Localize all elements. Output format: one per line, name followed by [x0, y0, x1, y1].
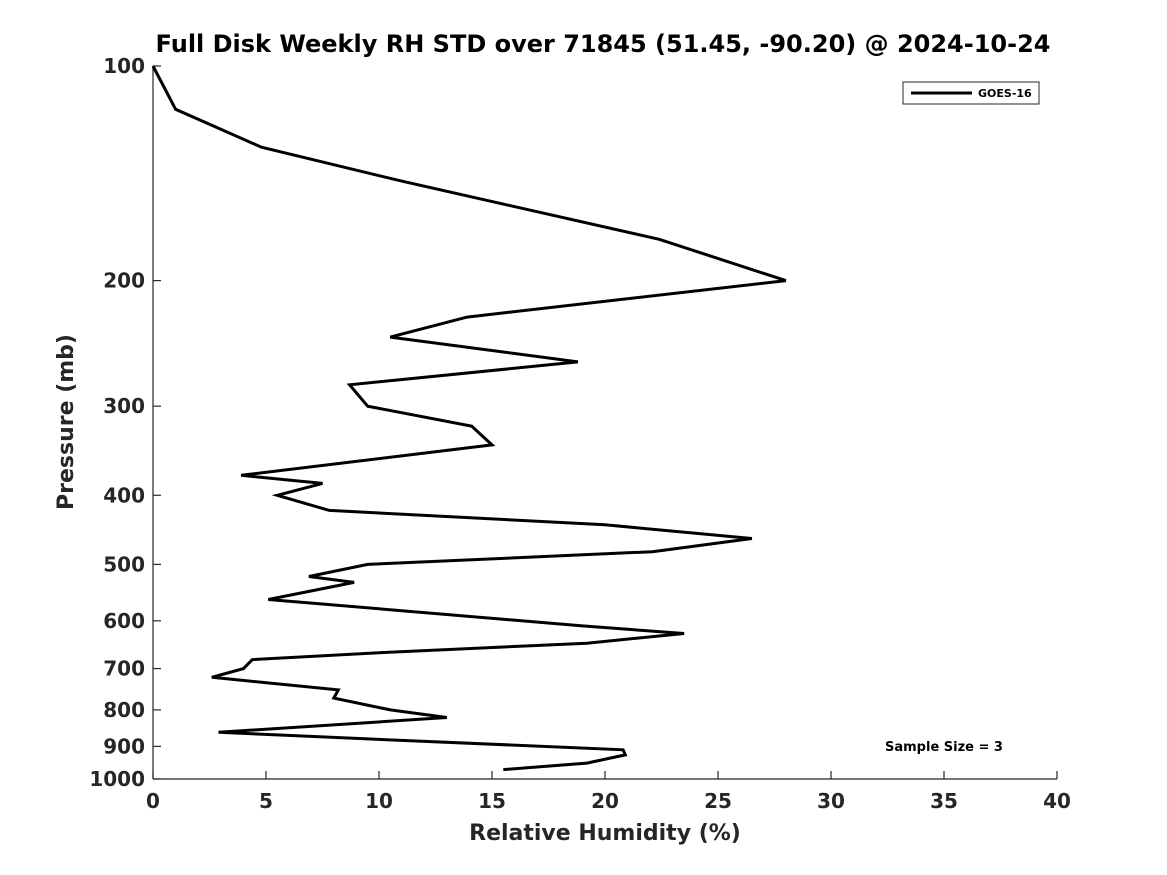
- y-tick-label-200: 200: [103, 269, 145, 293]
- y-tick-label-100: 100: [103, 54, 145, 78]
- x-tick-label-20: 20: [591, 789, 619, 813]
- y-ticks: 100 200 300 400 500 600 700 800 900 1000: [89, 54, 161, 791]
- y-axis-label: Pressure (mb): [54, 334, 79, 510]
- sample-size-annotation: Sample Size = 3: [885, 740, 1003, 755]
- x-axis-label: Relative Humidity (%): [469, 821, 741, 846]
- series-layer: [151, 65, 787, 772]
- series-line-goes-16: [151, 65, 787, 772]
- y-tick-label-600: 600: [103, 609, 145, 633]
- y-tick-label-500: 500: [103, 552, 145, 576]
- y-tick-label-1000: 1000: [89, 767, 145, 791]
- x-tick-label-10: 10: [365, 789, 393, 813]
- y-tick-label-400: 400: [103, 483, 145, 507]
- x-tick-label-40: 40: [1043, 789, 1071, 813]
- legend-label-goes-16: GOES-16: [978, 87, 1032, 100]
- y-tick-label-300: 300: [103, 394, 145, 418]
- chart-title: Full Disk Weekly RH STD over 71845 (51.4…: [156, 30, 1051, 58]
- x-tick-label-5: 5: [259, 789, 273, 813]
- x-tick-label-25: 25: [704, 789, 732, 813]
- x-ticks: 0 5 10 15 20 25 30 35 40: [146, 771, 1071, 813]
- legend: GOES-16: [902, 81, 1040, 105]
- y-tick-label-700: 700: [103, 657, 145, 681]
- x-tick-label-0: 0: [146, 789, 160, 813]
- x-tick-label-35: 35: [930, 789, 958, 813]
- y-tick-label-800: 800: [103, 698, 145, 722]
- y-tick-label-900: 900: [103, 734, 145, 758]
- x-tick-label-30: 30: [817, 789, 845, 813]
- x-tick-label-15: 15: [478, 789, 506, 813]
